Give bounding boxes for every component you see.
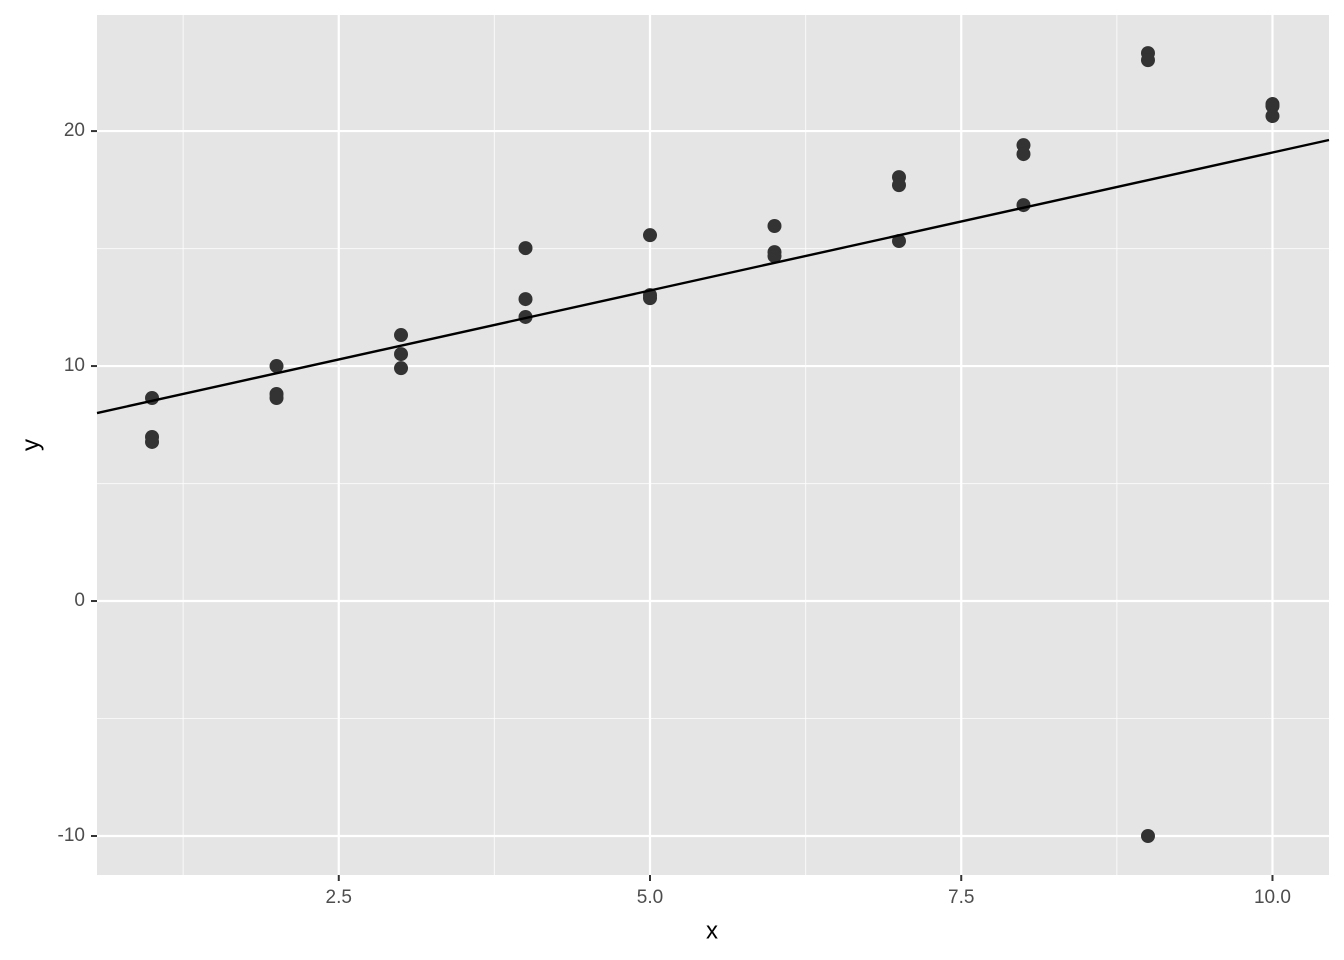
point	[891, 178, 906, 193]
x-axis-title: x	[706, 917, 718, 944]
point	[1265, 109, 1280, 124]
y-tick-label: -10	[58, 825, 85, 846]
point	[518, 292, 533, 307]
y-tick-label: 0	[74, 590, 85, 611]
point	[269, 391, 284, 406]
point	[767, 249, 782, 264]
x-tick-label: 10.0	[1254, 887, 1291, 908]
point	[394, 347, 409, 362]
point	[643, 291, 658, 306]
x-tick-label: 5.0	[637, 887, 663, 908]
x-tick-label: 7.5	[948, 887, 974, 908]
point	[643, 228, 658, 243]
plot-panel	[97, 15, 1329, 875]
point	[518, 241, 533, 256]
point	[891, 234, 906, 249]
point	[269, 359, 284, 374]
fit-line	[96, 138, 1330, 415]
point	[1265, 99, 1280, 114]
point	[394, 328, 409, 343]
y-axis-title: y	[17, 439, 44, 451]
y-tick-label: 20	[64, 120, 85, 141]
point	[145, 434, 160, 449]
x-tick-label: 2.5	[326, 887, 352, 908]
point	[1140, 828, 1155, 843]
y-tick-label: 10	[64, 355, 85, 376]
point	[1016, 147, 1031, 162]
point	[767, 219, 782, 234]
point	[394, 361, 409, 376]
point	[1140, 53, 1155, 68]
